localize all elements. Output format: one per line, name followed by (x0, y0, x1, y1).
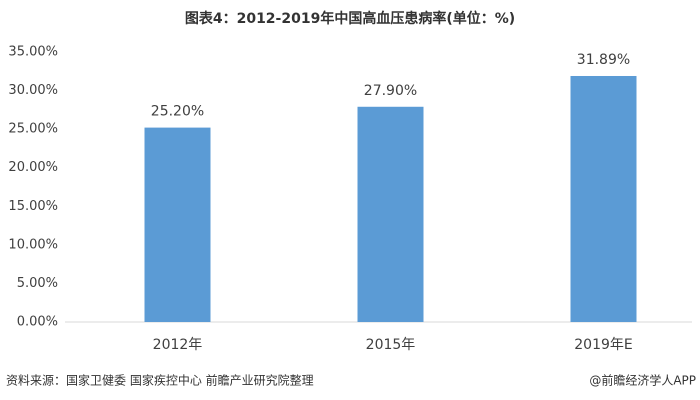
y-tick-label: 15.00% (8, 199, 58, 214)
y-tick-label: 35.00% (8, 45, 58, 60)
x-tick-label: 2015年 (366, 337, 416, 353)
x-tick-label: 2019年E (574, 337, 632, 353)
credit: @前瞻经济学人APP (589, 373, 696, 388)
source: 资料来源：国家卫健委 国家疾控中心 前瞻产业研究院整理 (6, 373, 314, 388)
y-tick-label: 25.00% (8, 122, 58, 137)
value-label: 31.89% (577, 52, 630, 68)
chart-title: 图表4：2012-2019年中国高血压患病率(单位：%) (185, 10, 515, 27)
value-label: 25.20% (151, 104, 204, 120)
bar (570, 75, 637, 323)
y-tick-label: 10.00% (8, 237, 58, 252)
bar (357, 106, 424, 323)
y-tick-label: 5.00% (17, 276, 58, 291)
value-label: 27.90% (364, 83, 417, 99)
bar (144, 127, 211, 322)
x-tick-label: 2012年 (153, 337, 203, 353)
y-tick-label: 0.00% (17, 315, 58, 330)
y-tick-label: 20.00% (8, 160, 58, 175)
y-tick-label: 30.00% (8, 83, 58, 98)
